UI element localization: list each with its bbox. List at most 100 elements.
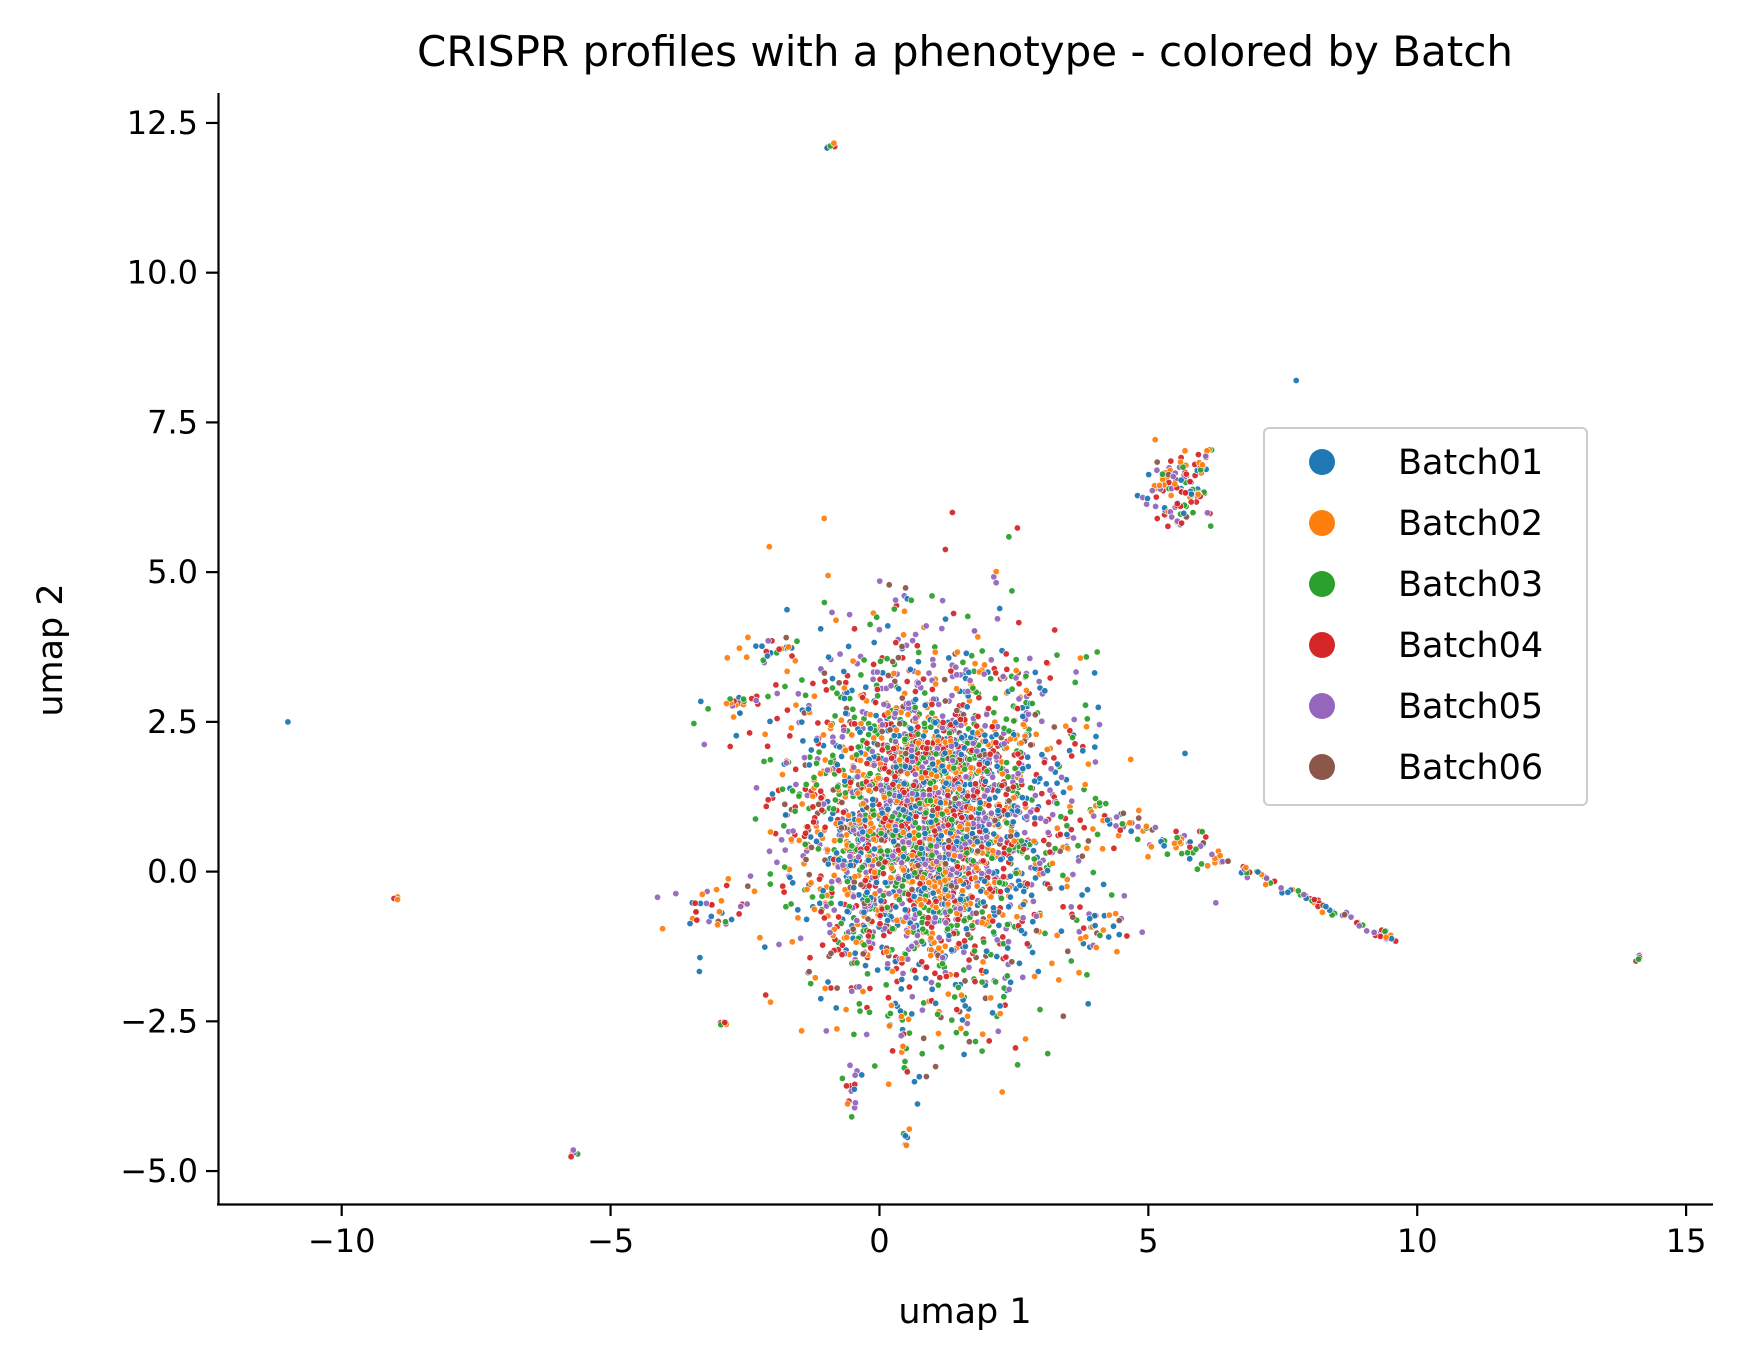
scatter-point — [918, 918, 926, 926]
scatter-point — [911, 714, 919, 722]
scatter-point — [898, 822, 906, 830]
scatter-point — [802, 780, 810, 788]
scatter-point — [933, 842, 941, 850]
scatter-point — [751, 815, 759, 823]
scatter-point — [780, 888, 788, 896]
scatter-point — [1007, 855, 1015, 863]
scatter-point — [756, 934, 764, 942]
scatter-point — [964, 612, 972, 620]
scatter-point — [792, 780, 800, 788]
scatter-point — [1012, 869, 1020, 877]
scatter-point — [881, 858, 889, 866]
scatter-point — [1011, 764, 1019, 772]
scatter-point — [915, 1073, 923, 1081]
scatter-point — [993, 615, 1001, 623]
scatter-point — [958, 813, 966, 821]
scatter-point — [921, 701, 929, 709]
y-axis-ticks: −5.0 −2.5 0.0 2.5 5.0 7.5 10.0 12.5 — [120, 104, 218, 1190]
scatter-point — [920, 732, 928, 740]
scatter-point — [840, 726, 848, 734]
scatter-point — [966, 676, 974, 684]
scatter-point — [927, 978, 935, 986]
legend-label: Batch05 — [1398, 687, 1543, 727]
scatter-point — [726, 742, 734, 750]
scatter-point — [883, 655, 891, 663]
scatter-point — [835, 856, 843, 864]
scatter-point — [1053, 824, 1061, 832]
scatter-point — [950, 764, 958, 772]
legend-marker — [1309, 449, 1335, 475]
scatter-point — [1083, 715, 1091, 723]
scatter-point — [1181, 489, 1189, 497]
scatter-point — [1152, 502, 1160, 510]
scatter-point — [853, 959, 861, 967]
scatter-point — [941, 676, 949, 684]
scatter-point — [920, 1034, 928, 1042]
scatter-point — [1032, 730, 1040, 738]
scatter-point — [892, 596, 900, 604]
scatter-point — [914, 739, 922, 747]
scatter-point — [851, 1071, 859, 1079]
scatter-point — [721, 1019, 729, 1027]
scatter-point — [866, 984, 874, 992]
scatter-point — [732, 732, 740, 740]
scatter-point — [715, 908, 723, 916]
scatter-point — [981, 877, 989, 885]
scatter-point — [934, 737, 942, 745]
scatter-point — [863, 888, 871, 896]
scatter-point — [832, 1004, 840, 1012]
scatter-point — [695, 967, 703, 975]
scatter-point — [1014, 770, 1022, 778]
scatter-point — [885, 890, 893, 898]
scatter-point — [1115, 916, 1123, 924]
scatter-point — [996, 888, 1004, 896]
scatter-point — [999, 933, 1007, 941]
scatter-point — [884, 805, 892, 813]
scatter-point — [700, 740, 708, 748]
scatter-point — [717, 897, 725, 905]
scatter-point — [828, 878, 836, 886]
scatter-point — [782, 634, 790, 642]
scatter-point — [837, 824, 845, 832]
scatter-point — [848, 987, 856, 995]
scatter-point — [924, 739, 932, 747]
scatter-point — [965, 1038, 973, 1046]
scatter-point — [1171, 839, 1179, 847]
scatter-point — [1048, 959, 1056, 967]
scatter-point — [854, 853, 862, 861]
scatter-point — [877, 829, 885, 837]
scatter-point — [1186, 855, 1194, 863]
scatter-point — [849, 657, 857, 665]
scatter-point — [809, 803, 817, 811]
scatter-point — [995, 879, 1003, 887]
scatter-point — [1003, 921, 1011, 929]
scatter-point — [1113, 813, 1121, 821]
scatter-point — [898, 955, 906, 963]
scatter-points — [284, 139, 1644, 1161]
scatter-point — [956, 895, 964, 903]
scatter-point — [906, 665, 914, 673]
scatter-point — [870, 868, 878, 876]
scatter-point — [847, 778, 855, 786]
scatter-point — [973, 747, 981, 755]
scatter-point — [1204, 862, 1212, 870]
scatter-point — [833, 1025, 841, 1033]
scatter-point — [838, 752, 846, 760]
scatter-point — [1021, 1035, 1029, 1043]
scatter-point — [963, 825, 971, 833]
scatter-point — [1050, 723, 1058, 731]
legend-label: Batch06 — [1398, 748, 1543, 788]
scatter-point — [1100, 880, 1108, 888]
scatter-point — [899, 829, 907, 837]
scatter-point — [892, 903, 900, 911]
scatter-point — [1138, 928, 1146, 936]
scatter-point — [1000, 993, 1008, 1001]
scatter-point — [1062, 722, 1070, 730]
scatter-point — [951, 794, 959, 802]
scatter-point — [838, 951, 846, 959]
scatter-point — [861, 962, 869, 970]
scatter-point — [1083, 844, 1091, 852]
scatter-point — [962, 649, 970, 657]
scatter-point — [833, 849, 841, 857]
scatter-point — [1202, 833, 1210, 841]
